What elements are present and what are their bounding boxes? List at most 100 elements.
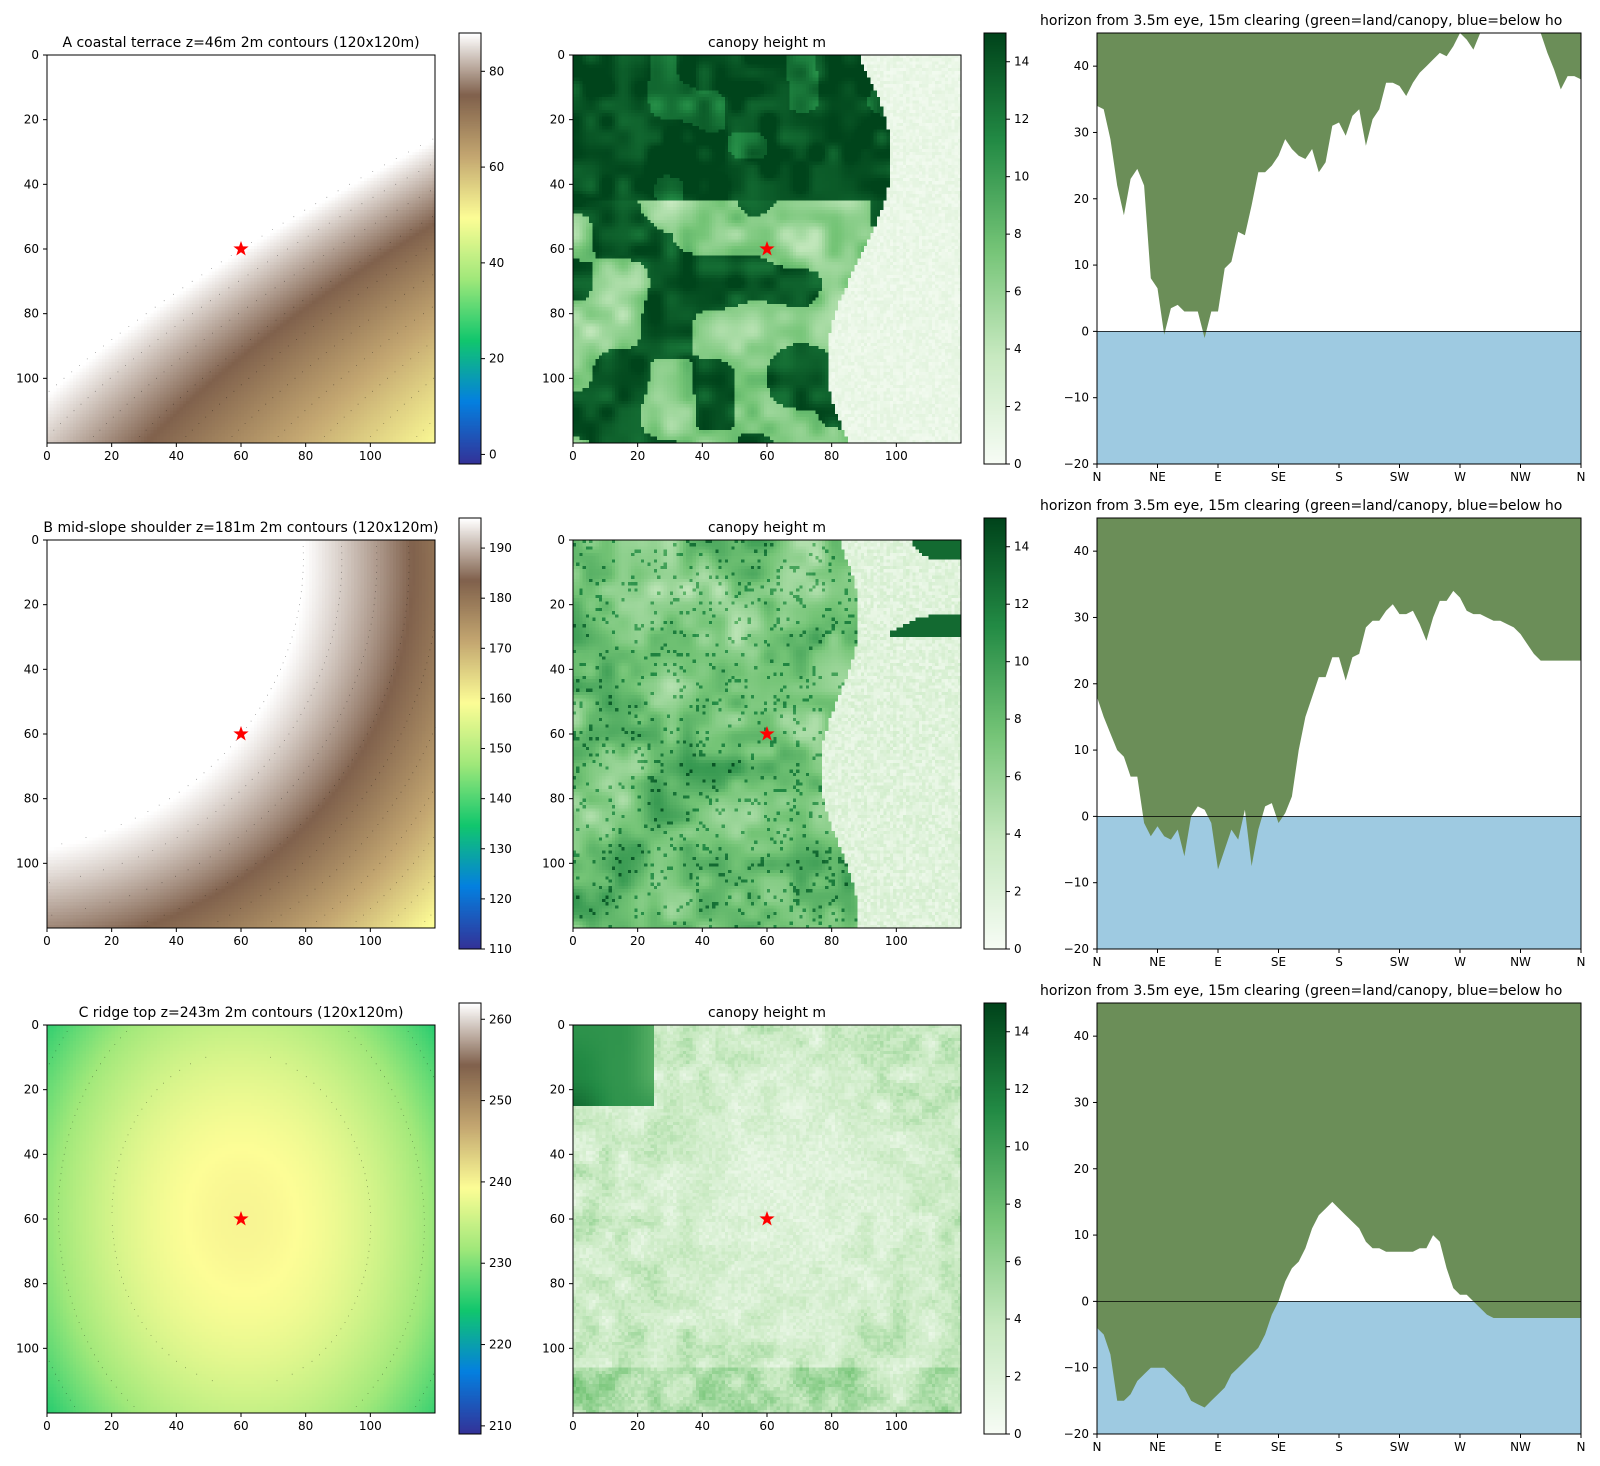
chart-2-land-canopy-area — [1097, 33, 1581, 338]
chart-3-xtick-2: 40 — [169, 934, 184, 948]
chart-3-cbtick-0: 110 — [489, 942, 512, 956]
chart-7-ytick-0: 0 — [557, 1018, 565, 1032]
chart-2-xtick-0: N — [1093, 470, 1102, 484]
chart-5-ytick-2: 0 — [1081, 809, 1089, 823]
chart-6-title: C ridge top z=243m 2m contours (120x120m… — [79, 1005, 404, 1021]
chart-6-ytick-5: 100 — [16, 1341, 39, 1355]
chart-2-xtick-5: SW — [1390, 470, 1410, 484]
chart-6-ytick-4: 80 — [24, 1277, 39, 1291]
chart-3-cbtick-6: 170 — [489, 641, 512, 655]
chart-5-xtick-5: SW — [1390, 955, 1410, 969]
chart-4-cbtick-3: 6 — [1014, 770, 1022, 784]
chart-1-xtick-2: 40 — [695, 449, 710, 463]
chart-3-xtick-4: 80 — [298, 934, 313, 948]
chart-3-colorbar-frame — [458, 517, 482, 950]
chart-2-xtick-4: S — [1335, 470, 1343, 484]
chart-1-cbtick-6: 12 — [1014, 112, 1029, 126]
chart-6-xtick-5: 100 — [359, 1419, 382, 1433]
chart-3-ytick-3: 60 — [24, 727, 39, 741]
chart-4-xtick-0: 0 — [569, 934, 577, 948]
chart-0-xtick-1: 20 — [104, 449, 119, 463]
chart-6-marker-star — [233, 1211, 249, 1226]
chart-3-cbtick-4: 150 — [489, 742, 512, 756]
chart-4-xtick-5: 100 — [885, 934, 908, 948]
chart-6-cbtick-1: 220 — [489, 1338, 512, 1352]
chart-1-ytick-4: 80 — [550, 307, 565, 321]
chart-2-ytick-1: −10 — [1064, 391, 1089, 405]
chart-3-cbtick-2: 130 — [489, 842, 512, 856]
chart-6-cbtick-4: 250 — [489, 1094, 512, 1108]
chart-1-cbtick-1: 2 — [1014, 400, 1022, 414]
chart-5-title: horizon from 3.5m eye, 15m clearing (gre… — [1040, 498, 1562, 514]
chart-4-marker-star — [759, 726, 775, 741]
chart-8-ytick-0: −20 — [1064, 1427, 1089, 1441]
chart-8-ytick-3: 10 — [1074, 1228, 1089, 1242]
chart-1-colorbar-frame — [983, 32, 1007, 465]
chart-8-xtick-5: SW — [1390, 1440, 1410, 1454]
chart-0-cbtick-2: 40 — [489, 256, 504, 270]
chart-1-colorbar-gradient — [984, 33, 1006, 464]
chart-2-xtick-1: NE — [1149, 470, 1166, 484]
chart-5-ytick-3: 10 — [1074, 743, 1089, 757]
chart-7-xtick-0: 0 — [569, 1419, 577, 1433]
chart-1-cbtick-4: 8 — [1014, 227, 1022, 241]
chart-6-colorbar-frame — [458, 1002, 482, 1435]
chart-5-below-horizon-area — [1097, 816, 1581, 949]
chart-7-xtick-4: 80 — [824, 1419, 839, 1433]
chart-0-contours — [48, 138, 436, 444]
chart-1-xtick-4: 80 — [824, 449, 839, 463]
chart-6-xtick-2: 40 — [169, 1419, 184, 1433]
chart-0-cbtick-4: 80 — [489, 64, 504, 78]
chart-3-xtick-1: 20 — [104, 934, 119, 948]
chart-3-ytick-5: 100 — [16, 856, 39, 870]
chart-1-cbtick-5: 10 — [1014, 170, 1029, 184]
chart-8-title: horizon from 3.5m eye, 15m clearing (gre… — [1040, 983, 1562, 999]
chart-0-ytick-3: 60 — [24, 242, 39, 256]
chart-6-xtick-3: 60 — [233, 1419, 248, 1433]
chart-0-cbtick-1: 20 — [489, 352, 504, 366]
chart-8-ytick-1: −10 — [1064, 1361, 1089, 1375]
chart-1-title: canopy height m — [708, 35, 826, 51]
chart-6-xtick-1: 20 — [104, 1419, 119, 1433]
chart-7-cbtick-0: 0 — [1014, 1427, 1022, 1441]
chart-3-colorbar-gradient — [459, 518, 481, 949]
chart-0-xtick-5: 100 — [359, 449, 382, 463]
chart-1-ytick-0: 0 — [557, 48, 565, 62]
chart-7-colorbar-gradient — [984, 1003, 1006, 1434]
chart-5-xtick-0: N — [1093, 955, 1102, 969]
chart-7-title: canopy height m — [708, 1005, 826, 1021]
chart-5-ytick-5: 30 — [1074, 610, 1089, 624]
chart-2-xtick-2: E — [1214, 470, 1222, 484]
chart-8-xtick-4: S — [1335, 1440, 1343, 1454]
chart-2-xtick-8: N — [1577, 470, 1586, 484]
chart-1-xtick-1: 20 — [630, 449, 645, 463]
chart-6-cbtick-3: 240 — [489, 1175, 512, 1189]
chart-6-ytick-3: 60 — [24, 1212, 39, 1226]
chart-8-xtick-8: N — [1577, 1440, 1586, 1454]
chart-1-xtick-3: 60 — [759, 449, 774, 463]
chart-4-colorbar-gradient — [984, 518, 1006, 949]
chart-7-xtick-3: 60 — [759, 1419, 774, 1433]
chart-3-marker-star — [233, 726, 249, 741]
chart-3-ytick-1: 20 — [24, 598, 39, 612]
chart-4-ytick-3: 60 — [550, 727, 565, 741]
chart-1-marker-star — [759, 241, 775, 256]
chart-4-ytick-4: 80 — [550, 792, 565, 806]
chart-3-ytick-2: 40 — [24, 662, 39, 676]
chart-8-ytick-2: 0 — [1081, 1294, 1089, 1308]
chart-3-cbtick-5: 160 — [489, 691, 512, 705]
chart-4-cbtick-6: 12 — [1014, 597, 1029, 611]
chart-5-xtick-7: NW — [1510, 955, 1531, 969]
chart-7-cbtick-1: 2 — [1014, 1370, 1022, 1384]
chart-2-title: horizon from 3.5m eye, 15m clearing (gre… — [1040, 13, 1562, 29]
chart-4-cbtick-1: 2 — [1014, 885, 1022, 899]
chart-4-xtick-3: 60 — [759, 934, 774, 948]
chart-6-xtick-4: 80 — [298, 1419, 313, 1433]
chart-7-cbtick-7: 14 — [1014, 1025, 1029, 1039]
chart-1-xtick-5: 100 — [885, 449, 908, 463]
chart-4-cbtick-5: 10 — [1014, 655, 1029, 669]
chart-0-title: A coastal terrace z=46m 2m contours (120… — [62, 35, 419, 51]
chart-7-ytick-1: 20 — [550, 1083, 565, 1097]
chart-7-xtick-2: 40 — [695, 1419, 710, 1433]
